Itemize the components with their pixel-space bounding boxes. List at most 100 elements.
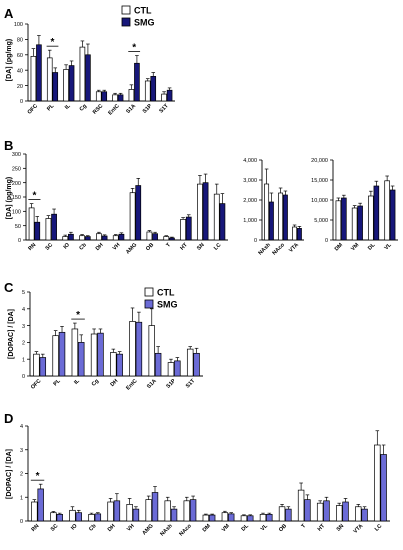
x-tick-label: NAsh [159, 523, 174, 538]
x-tick-label: IO [70, 523, 79, 532]
bar-ctl [183, 500, 190, 522]
bar-smg [135, 321, 143, 377]
x-tick-label: VTA [353, 523, 365, 535]
bar-ctl [129, 321, 136, 377]
y-tick-label: 3 [22, 324, 25, 330]
x-tick-label: VH [112, 242, 122, 252]
x-tick-label: SN [196, 242, 206, 252]
x-tick-label: OB [278, 523, 288, 533]
x-tick-label: NAco [272, 242, 287, 257]
bar-smg [68, 233, 74, 241]
x-tick-label: IL [64, 103, 72, 111]
bar-ctl [62, 236, 69, 241]
bar-ctl [186, 348, 194, 377]
y-tick-label: 60 [17, 53, 23, 59]
y-tick-label: 5,000 [314, 218, 328, 224]
y-tick-label: 5 [22, 290, 25, 296]
x-tick-label: OFC [30, 378, 42, 390]
y-tick-label: 0 [18, 238, 21, 244]
x-tick-label: NAco [178, 523, 193, 538]
y-tick-label: 4 [22, 307, 25, 313]
x-tick-label: DH [107, 523, 117, 533]
bar-ctl [197, 183, 203, 241]
bar-ctl [71, 328, 79, 377]
bar-ctl [202, 514, 210, 522]
bar-ctl [110, 352, 117, 377]
bar-smg [39, 357, 47, 377]
bar-ctl [31, 501, 38, 522]
bar-smg [84, 236, 91, 241]
bar-smg [247, 515, 254, 522]
x-tick-label: S1A [146, 378, 158, 390]
bar-smg [208, 514, 216, 522]
bar-ctl [297, 489, 305, 522]
x-tick-label: HT [179, 242, 189, 252]
bar-ctl [384, 180, 390, 241]
bar-ctl [79, 235, 85, 241]
y-tick-label: 20,000 [311, 158, 328, 164]
legend-c: CTL SMG [144, 288, 178, 310]
x-tick-label: Cb [88, 523, 98, 533]
y-tick-label: 50 [15, 224, 21, 230]
bar-smg [37, 488, 44, 522]
x-tick-label: S1P [165, 378, 177, 390]
y-tick-label: 1 [22, 357, 25, 363]
x-tick-label: IL [73, 378, 81, 386]
y-tick-label: 300 [12, 152, 21, 158]
y-axis-label: [DOPAC] / [DA] [8, 309, 15, 359]
legend-a: CTL SMG [121, 6, 155, 28]
x-tick-label: SC [50, 523, 60, 533]
y-tick-label: 100 [12, 210, 21, 216]
bar-smg [117, 94, 124, 102]
panel-label-c: C [4, 280, 14, 295]
bar-smg [342, 501, 349, 522]
bar-smg [389, 189, 396, 241]
y-tick-label: 1,000 [243, 218, 257, 224]
x-tick-label: DL [367, 242, 377, 252]
x-tick-label: Cg [91, 378, 100, 387]
bar-smg [282, 194, 288, 241]
y-tick-label: 4 [20, 424, 23, 430]
bar-ctl [148, 325, 155, 377]
bar-smg [185, 216, 192, 241]
x-tick-label: IO [63, 242, 72, 251]
bar-smg [266, 513, 273, 522]
y-tick-label: 0 [20, 99, 23, 105]
significance-star: * [32, 191, 36, 202]
y-tick-label: 0 [20, 519, 23, 525]
bar-ctl [63, 69, 69, 102]
bar-smg [97, 332, 104, 377]
x-tick-label: S1P [142, 103, 154, 115]
panel-label-d: D [4, 411, 13, 426]
bar-smg [52, 72, 59, 102]
x-tick-label: T [301, 523, 308, 530]
y-tick-label: 15,000 [311, 178, 328, 184]
x-tick-label: Cg [79, 103, 88, 112]
x-tick-label: VL [384, 242, 394, 252]
x-tick-label: DH [95, 242, 105, 252]
bar-smg [85, 54, 91, 102]
bar-ctl [69, 509, 76, 522]
chart-3: 0 5,000 10,000 15,000 20,000 DM VM DL VL [311, 158, 398, 252]
y-axis-label: [DA] (pg/mg) [6, 177, 13, 219]
y-tick-label: 2 [20, 472, 23, 478]
bar-smg [101, 235, 108, 241]
x-tick-label: RN [27, 242, 37, 252]
y-tick-label: 100 [14, 22, 23, 28]
bar-ctl [107, 501, 114, 522]
legend-swatch-smg [121, 17, 131, 27]
bar-smg [189, 499, 197, 522]
bar-smg [285, 508, 292, 522]
bar-ctl [264, 183, 270, 241]
x-tick-label: LC [374, 523, 383, 532]
y-axis-label: [DOPAC] / [DA] [6, 449, 13, 499]
bar-ctl [316, 502, 324, 522]
significance-star: * [36, 471, 40, 482]
x-tick-label: EntC [107, 103, 120, 116]
bar-ctl [278, 506, 286, 522]
significance-star: * [76, 310, 80, 321]
bar-ctl [145, 499, 152, 522]
bar-smg [193, 352, 200, 377]
bar-smg [78, 342, 85, 377]
bar-smg [134, 62, 140, 102]
